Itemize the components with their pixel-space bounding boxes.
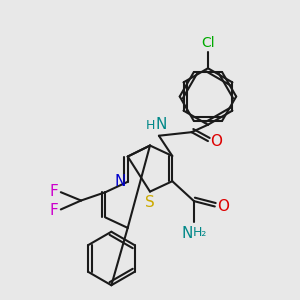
Text: N: N: [114, 174, 126, 189]
Text: O: O: [217, 199, 229, 214]
Text: F: F: [50, 184, 58, 199]
Text: H: H: [146, 119, 155, 132]
Text: F: F: [50, 203, 58, 218]
Text: N: N: [156, 117, 167, 132]
Text: H₂: H₂: [193, 226, 207, 239]
Text: S: S: [145, 195, 155, 210]
Text: Cl: Cl: [201, 35, 215, 50]
Text: N: N: [181, 226, 193, 241]
Text: O: O: [210, 134, 222, 148]
